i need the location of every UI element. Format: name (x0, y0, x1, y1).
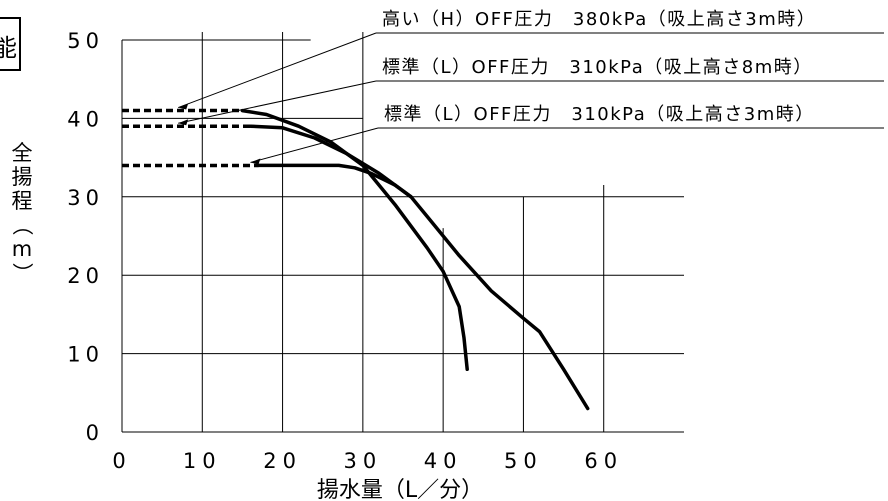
y-axis-label-char-1: 揚 (12, 165, 33, 189)
legend-label-3: 標準（L）OFF圧力 310kPa（吸上高さ3m時） (384, 104, 815, 125)
legend-leader-1 (178, 32, 377, 109)
y-tick-label-30: 30 (67, 186, 104, 210)
x-tick-label-30: 30 (343, 449, 382, 473)
x-tick-label-40: 40 (424, 449, 463, 473)
legend-leader-2 (178, 80, 377, 124)
corner-mark-frame (0, 17, 21, 71)
y-tick-label-40: 40 (67, 107, 104, 131)
y-axis-label-char-4: m (12, 237, 32, 261)
y-axis-label-char-0: 全 (12, 141, 33, 165)
x-tick-label-60: 60 (584, 449, 623, 473)
series-2-curve (248, 124, 590, 411)
x-tick-label-20: 20 (263, 449, 302, 473)
y-tick-label-50: 50 (67, 29, 104, 53)
x-axis-label: 揚水量（L／分） (317, 478, 483, 501)
grid-lines (122, 32, 684, 432)
corner-mark-text: 能 (0, 34, 17, 62)
legend-leaders: 高い（H）OFF圧力 380kPa（吸上高さ3m時） 標準（L）OFF圧力 310… (178, 9, 884, 165)
legend-arrowhead-3 (250, 158, 261, 165)
series-1-curve (240, 108, 469, 372)
axes (121, 40, 684, 433)
x-tick-label-0: 0 (112, 449, 131, 473)
y-axis-label-char-3: （ (10, 215, 34, 236)
y-axis-label: 全揚程（m） (10, 141, 34, 284)
legend-leader-3 (250, 127, 379, 163)
x-tick-label-50: 50 (504, 449, 543, 473)
y-axis-label-char-5: ） (10, 263, 34, 284)
corner-mark-group: 能 (0, 17, 21, 71)
legend-arrowhead-2 (178, 119, 189, 126)
legend-label-2: 標準（L）OFF圧力 310kPa（吸上高さ8m時） (382, 57, 813, 78)
y-tick-labels: 0 10 20 30 40 50 (67, 29, 104, 445)
x-tick-labels: 0 10 20 30 40 50 60 (112, 449, 623, 473)
y-tick-label-10: 10 (67, 343, 104, 367)
x-tick-label-10: 10 (183, 449, 222, 473)
y-tick-label-20: 20 (67, 264, 104, 288)
legend-label-1: 高い（H）OFF圧力 380kPa（吸上高さ3m時） (382, 9, 816, 30)
legend-arrowhead-1 (178, 103, 189, 110)
series-lines (122, 108, 590, 411)
y-axis-label-char-2: 程 (12, 189, 33, 213)
series-3-curve (256, 163, 413, 199)
y-tick-label-0: 0 (86, 421, 104, 445)
